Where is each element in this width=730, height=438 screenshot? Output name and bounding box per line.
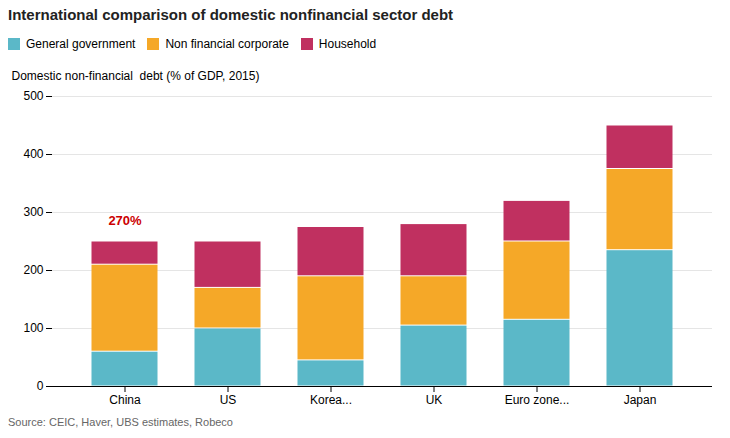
svg-text:UK: UK xyxy=(426,393,443,407)
svg-text:US: US xyxy=(220,393,237,407)
svg-text:500: 500 xyxy=(23,89,43,103)
svg-text:400: 400 xyxy=(23,147,43,161)
svg-text:270%: 270% xyxy=(108,213,142,228)
svg-text:200: 200 xyxy=(23,263,43,277)
html-text:Non financial corporate: Non financial corporate xyxy=(165,36,289,51)
svg-text:Domestic non-financial debt (: Domestic non-financial debt (% of GDP, 2… xyxy=(12,69,260,83)
html-text:International comparison of do: International comparison of domestic non… xyxy=(8,6,454,23)
html-text:Source: CEIC, Haver, UBS estim: Source: CEIC, Haver, UBS estimates, Robe… xyxy=(8,416,233,428)
svg-text:Japan: Japan xyxy=(624,393,657,407)
svg-text:0: 0 xyxy=(37,379,44,393)
html-text:Household: Household xyxy=(318,36,377,51)
svg-text:Euro zone...: Euro zone... xyxy=(505,393,570,407)
svg-text:100: 100 xyxy=(23,321,43,335)
svg-text:China: China xyxy=(109,393,141,407)
html-text:General government: General government xyxy=(26,36,136,51)
svg-text:Korea...: Korea... xyxy=(310,393,352,407)
svg-text:300: 300 xyxy=(23,205,43,219)
